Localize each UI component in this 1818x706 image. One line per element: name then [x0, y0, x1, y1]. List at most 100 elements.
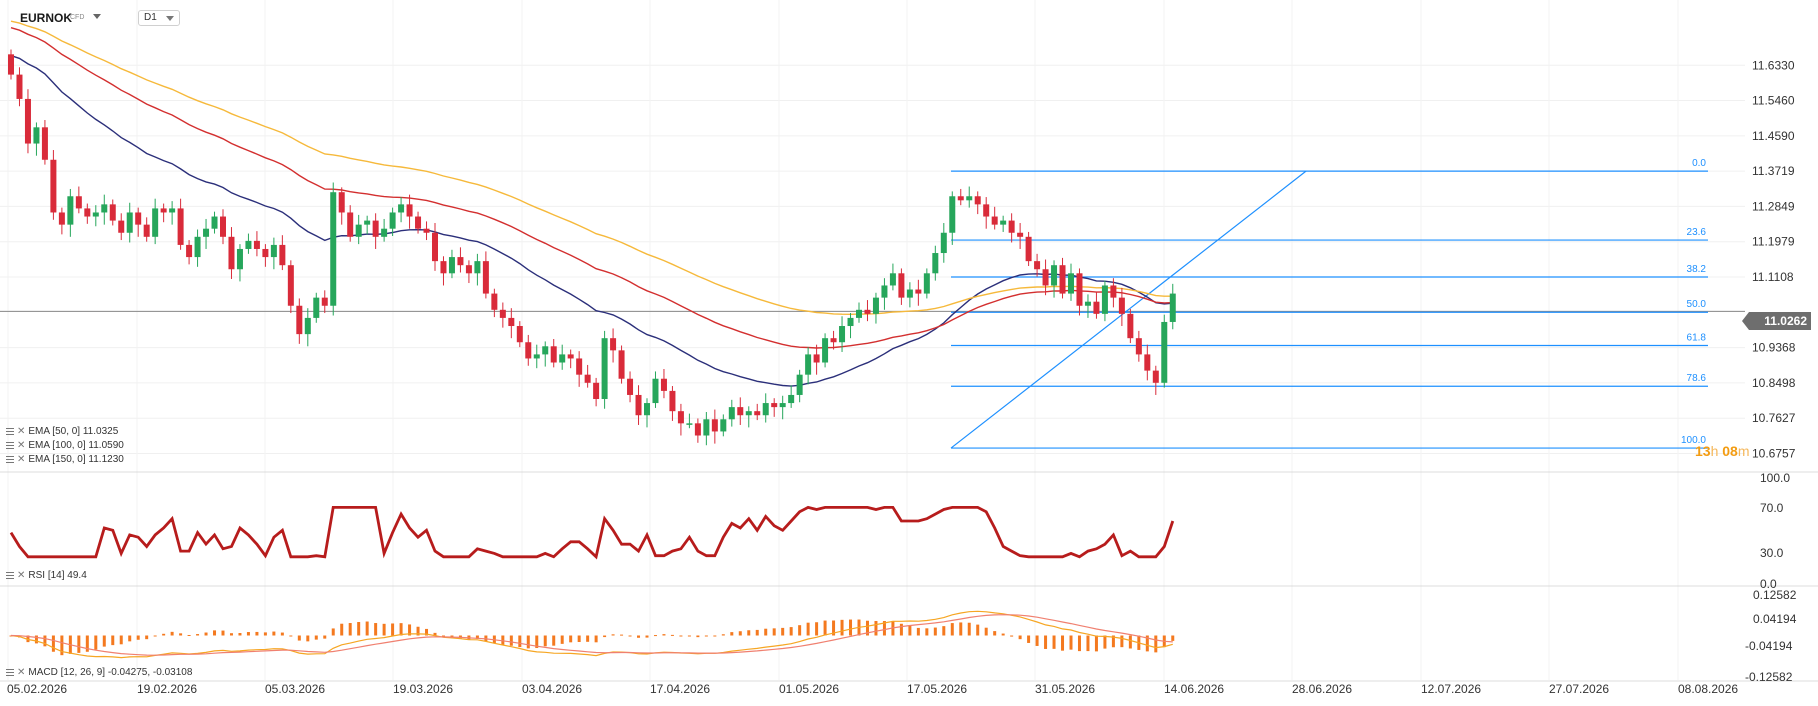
ema-lines	[10, 20, 1173, 387]
macd-histogram-bar	[1154, 635, 1158, 653]
macd-histogram-bar	[662, 634, 666, 636]
macd-histogram-bar	[764, 628, 768, 636]
candle-body	[974, 196, 981, 205]
candle-body	[364, 220, 371, 225]
candle-body	[491, 293, 498, 310]
rsi-axis-label: 30.0	[1760, 546, 1784, 560]
candle-body	[1144, 354, 1151, 371]
macd-histogram-bar	[136, 635, 140, 640]
candle-body	[796, 374, 803, 395]
macd-histogram-bar	[246, 632, 250, 636]
macd-histogram-bar	[865, 620, 869, 636]
price-axis-label: 10.7627	[1752, 411, 1796, 425]
candle-countdown: 13h 08m	[1695, 443, 1750, 459]
legend-rsi[interactable]: ✕ RSI [14] 49.4	[6, 570, 87, 581]
candle-body	[415, 216, 422, 229]
macd-axis-label: -0.04194	[1745, 639, 1793, 653]
price-axis-label: 11.6330	[1752, 58, 1795, 72]
legend-ema50[interactable]: ✕ EMA [50, 0] 11.0325	[6, 426, 118, 437]
candle-body	[1127, 313, 1134, 339]
candle-body	[966, 196, 973, 201]
candle-body	[41, 127, 48, 160]
date-axis-label: 14.06.2026	[1164, 682, 1224, 696]
macd-histogram-bar	[984, 627, 988, 636]
macd-histogram-bar	[1145, 635, 1149, 652]
candle-body	[830, 338, 837, 343]
candle-body	[508, 317, 515, 327]
candle-body	[236, 248, 243, 270]
candle-body	[550, 346, 557, 363]
candle-body	[423, 228, 430, 233]
candle-body	[771, 403, 778, 408]
macd-histogram-bar	[993, 631, 997, 636]
macd-histogram-bar	[747, 630, 751, 636]
candle-body	[737, 407, 744, 416]
date-axis-label: 17.05.2026	[907, 682, 967, 696]
candle-body	[1084, 301, 1091, 306]
close-icon[interactable]: ✕	[17, 667, 26, 678]
legend-ema100[interactable]: ✕ EMA [100, 0] 11.0590	[6, 440, 124, 451]
candle-body	[720, 419, 727, 432]
close-icon[interactable]: ✕	[17, 440, 26, 451]
candle-body	[610, 338, 617, 351]
candle-body	[1059, 265, 1066, 294]
candle-body	[432, 232, 438, 262]
symbol-name[interactable]: EURNOK	[20, 11, 73, 25]
menu-icon[interactable]	[6, 428, 14, 435]
macd-histogram-bar	[145, 635, 149, 640]
close-icon[interactable]: ✕	[17, 570, 26, 581]
candle-body	[398, 204, 405, 213]
price-axis-label: 11.1979	[1752, 235, 1795, 249]
macd-histogram-bar	[441, 635, 445, 637]
legend-ema150[interactable]: ✕ EMA [150, 0] 11.1230	[6, 454, 124, 465]
fib-level-label: 38.2	[1687, 264, 1707, 275]
macd-histogram-bar	[297, 635, 301, 641]
candle-body	[109, 204, 116, 221]
macd-line	[10, 610, 1173, 659]
legend-ema100-label: EMA [100, 0] 11.0590	[28, 440, 124, 451]
macd-histogram-bar	[806, 622, 810, 636]
macd-histogram-bar	[204, 632, 208, 636]
candle-body	[355, 224, 362, 237]
candle-body	[126, 212, 133, 233]
current-price-tag: 11.0262	[1742, 312, 1811, 330]
candle-body	[1068, 273, 1074, 294]
menu-icon[interactable]	[6, 572, 14, 579]
macd-histogram-bar	[408, 624, 412, 636]
candle-body	[135, 212, 142, 225]
menu-icon[interactable]	[6, 442, 14, 449]
fib-level-label: 100.0	[1681, 435, 1706, 446]
macd-histogram-bar	[128, 635, 132, 642]
macd-histogram-bar	[1044, 635, 1048, 649]
candle-body	[245, 240, 252, 249]
candle-body	[75, 196, 82, 209]
macd-histogram-bar	[221, 630, 225, 636]
menu-icon[interactable]	[6, 456, 14, 463]
timeframe-select[interactable]: D1	[138, 10, 180, 26]
menu-icon[interactable]	[6, 669, 14, 676]
candle-body	[101, 204, 108, 213]
macd-histogram-bar	[611, 634, 615, 636]
legend-macd[interactable]: ✕ MACD [12, 26, 9] -0.04275, -0.03108	[6, 667, 192, 678]
candle-body	[50, 159, 57, 213]
candle-body	[406, 204, 413, 217]
macd-histogram-bar	[484, 635, 488, 641]
candle-body	[33, 127, 40, 144]
candle-body	[686, 423, 693, 425]
candle-body	[677, 411, 684, 424]
candle-body	[1051, 265, 1058, 286]
candle-body	[1118, 297, 1125, 314]
candle-body	[525, 342, 532, 359]
macd-histogram-bar	[645, 635, 649, 638]
close-icon[interactable]: ✕	[17, 426, 26, 437]
candle-body	[991, 216, 998, 225]
macd-histogram-bar	[348, 623, 352, 636]
candle-body	[813, 354, 820, 363]
candle-body	[957, 196, 964, 201]
candle-body	[779, 403, 786, 408]
symbol-dropdown-icon[interactable]	[93, 14, 101, 19]
close-icon[interactable]: ✕	[17, 454, 26, 465]
candle-body	[1101, 285, 1108, 314]
macd-histogram-bar	[721, 634, 725, 636]
